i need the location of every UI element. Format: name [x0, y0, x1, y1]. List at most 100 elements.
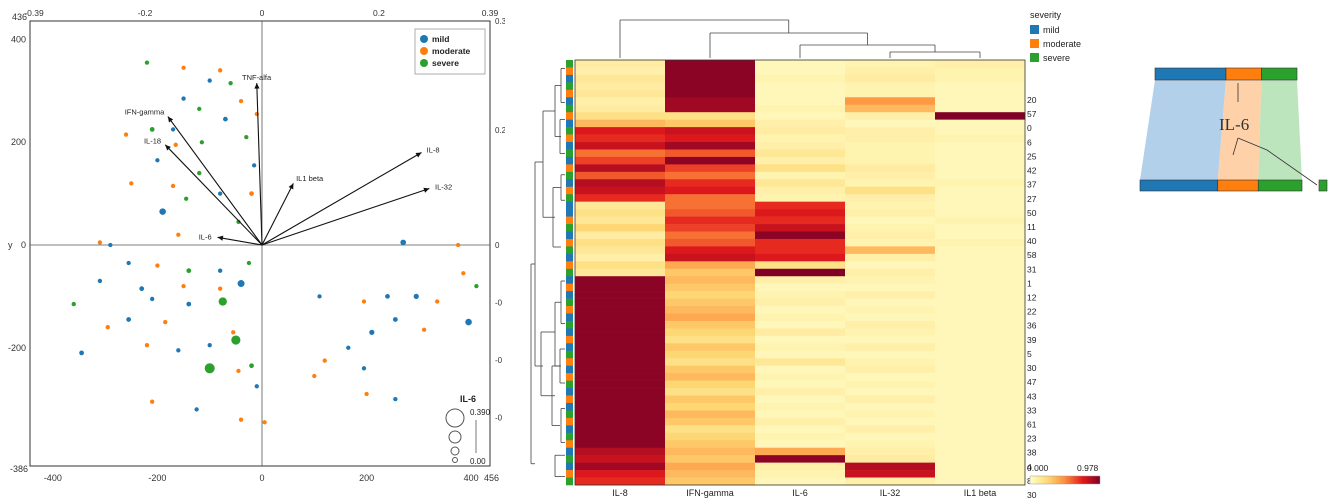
heatmap-cell	[665, 171, 756, 180]
biplot-point	[393, 396, 398, 402]
heatmap-row-label: 38	[1027, 448, 1037, 458]
heatmap-cell	[755, 186, 846, 195]
heatmap-row-label: 12	[1027, 293, 1037, 303]
row-group-cell	[566, 462, 573, 471]
size-legend-circle-large	[445, 408, 465, 428]
biplot-top-tick: -0.2	[138, 8, 153, 18]
heatmap-cell	[935, 209, 1026, 217]
heatmap-cell	[755, 447, 846, 456]
severity-legend: severity mild moderate severe	[1030, 10, 1081, 63]
heatmap-cell	[755, 276, 846, 284]
biplot-point	[97, 278, 103, 284]
alluvial-bottom-extra	[1318, 179, 1328, 192]
heatmap-cell	[665, 320, 756, 329]
heatmap-cell	[935, 246, 1026, 255]
legend-severe-label: severe	[432, 58, 459, 68]
biplot-point	[246, 260, 252, 266]
heatmap-cell	[845, 82, 936, 91]
row-group-cell	[566, 276, 573, 284]
loading-label: IL-32	[435, 183, 452, 192]
biplot-point	[186, 268, 192, 274]
heatmap-cell	[575, 306, 666, 314]
heatmap-row-label: 23	[1027, 434, 1037, 444]
row-group-cell	[566, 231, 573, 240]
heatmap-cell	[665, 328, 756, 337]
heatmap-cell	[845, 283, 936, 292]
biplot-point	[249, 191, 254, 197]
heatmap-cell	[755, 358, 846, 367]
heatmap-row-label: 40	[1027, 236, 1037, 246]
heatmap-cell	[755, 343, 846, 352]
biplot-point	[176, 348, 181, 353]
row-group-cell	[566, 328, 573, 337]
biplot-top-tick: 0	[260, 8, 265, 18]
heatmap-cell	[665, 209, 756, 217]
biplot-loadings: TNF-alfa IFN-gamma IL-8 IL-32 IL1 beta IL-18 I…	[125, 73, 452, 246]
heatmap-cell	[845, 298, 936, 307]
row-group-cell	[566, 171, 573, 180]
row-group-cell	[566, 335, 573, 344]
heatmap-cell	[935, 104, 1026, 113]
heatmap-cell	[665, 373, 756, 381]
heatmap-cell	[755, 388, 846, 396]
heatmap-cell	[665, 97, 756, 106]
heatmap-cell	[665, 216, 756, 225]
biplot-point	[474, 283, 479, 289]
row-group-cell	[566, 306, 573, 314]
severity-mild-swatch	[1030, 25, 1039, 34]
biplot-point	[400, 239, 407, 246]
biplot-point	[144, 60, 150, 65]
heatmap-cell	[665, 224, 756, 232]
legend-mild-label: mild	[432, 34, 449, 44]
biplot-top-tick: 0.2	[373, 8, 385, 18]
heatmap-cell	[845, 470, 936, 478]
row-group-cell	[566, 82, 573, 91]
heatmap-cell	[935, 373, 1026, 381]
heatmap-cell	[755, 149, 846, 158]
heatmap-cell	[935, 283, 1026, 292]
heatmap-cell	[665, 127, 756, 135]
heatmap-row-label: 61	[1027, 419, 1037, 429]
size-legend-circle-small	[450, 446, 460, 456]
heatmap-cell	[845, 388, 936, 396]
heatmap-cell	[665, 89, 756, 98]
heatmap-cell	[755, 156, 846, 165]
heatmap-cell	[845, 186, 936, 195]
heatmap-cell	[575, 462, 666, 471]
row-group-cell	[566, 477, 573, 486]
heatmap-row-label: 20	[1027, 95, 1037, 105]
heatmap-cell	[575, 127, 666, 135]
heatmap-cell	[935, 171, 1026, 180]
heatmap-cell	[575, 291, 666, 299]
biplot-point	[218, 286, 223, 291]
row-group-cell	[566, 142, 573, 150]
heatmap-cell	[665, 380, 756, 389]
biplot-point	[170, 183, 176, 189]
heatmap-cell	[665, 395, 756, 404]
heatmap-cell	[665, 142, 756, 150]
heatmap-x-label: IL-32	[880, 488, 901, 498]
biplot-point	[204, 363, 215, 374]
heatmap-cell	[845, 112, 936, 120]
alluvial-bottom-mild	[1139, 179, 1219, 192]
heatmap-cell	[575, 89, 666, 98]
severity-severe-label: severe	[1043, 53, 1070, 63]
heatmap-cell	[935, 60, 1026, 68]
heatmap-cell	[935, 82, 1026, 91]
heatmap-row-label: 33	[1027, 405, 1037, 415]
biplot-point	[435, 299, 440, 304]
colorbar-min: 0.000	[1027, 463, 1049, 473]
heatmap-cell	[935, 320, 1026, 329]
heatmap-cell	[755, 402, 846, 411]
biplot-point	[71, 301, 76, 307]
heatmap-cell	[575, 253, 666, 262]
biplot-point	[97, 240, 103, 245]
severity-severe-swatch	[1030, 53, 1039, 62]
heatmap-cell	[845, 350, 936, 359]
pca-biplot: -400 -200 0 200 400 -200 0 200 400 -0.39 -0.2 0 0.2 0…	[8, 8, 505, 483]
heatmap-cell	[845, 216, 936, 225]
heatmap-cell	[935, 425, 1026, 434]
biplot-point	[123, 132, 129, 137]
heatmap-cell	[845, 89, 936, 98]
loading-arrowhead	[423, 187, 430, 193]
